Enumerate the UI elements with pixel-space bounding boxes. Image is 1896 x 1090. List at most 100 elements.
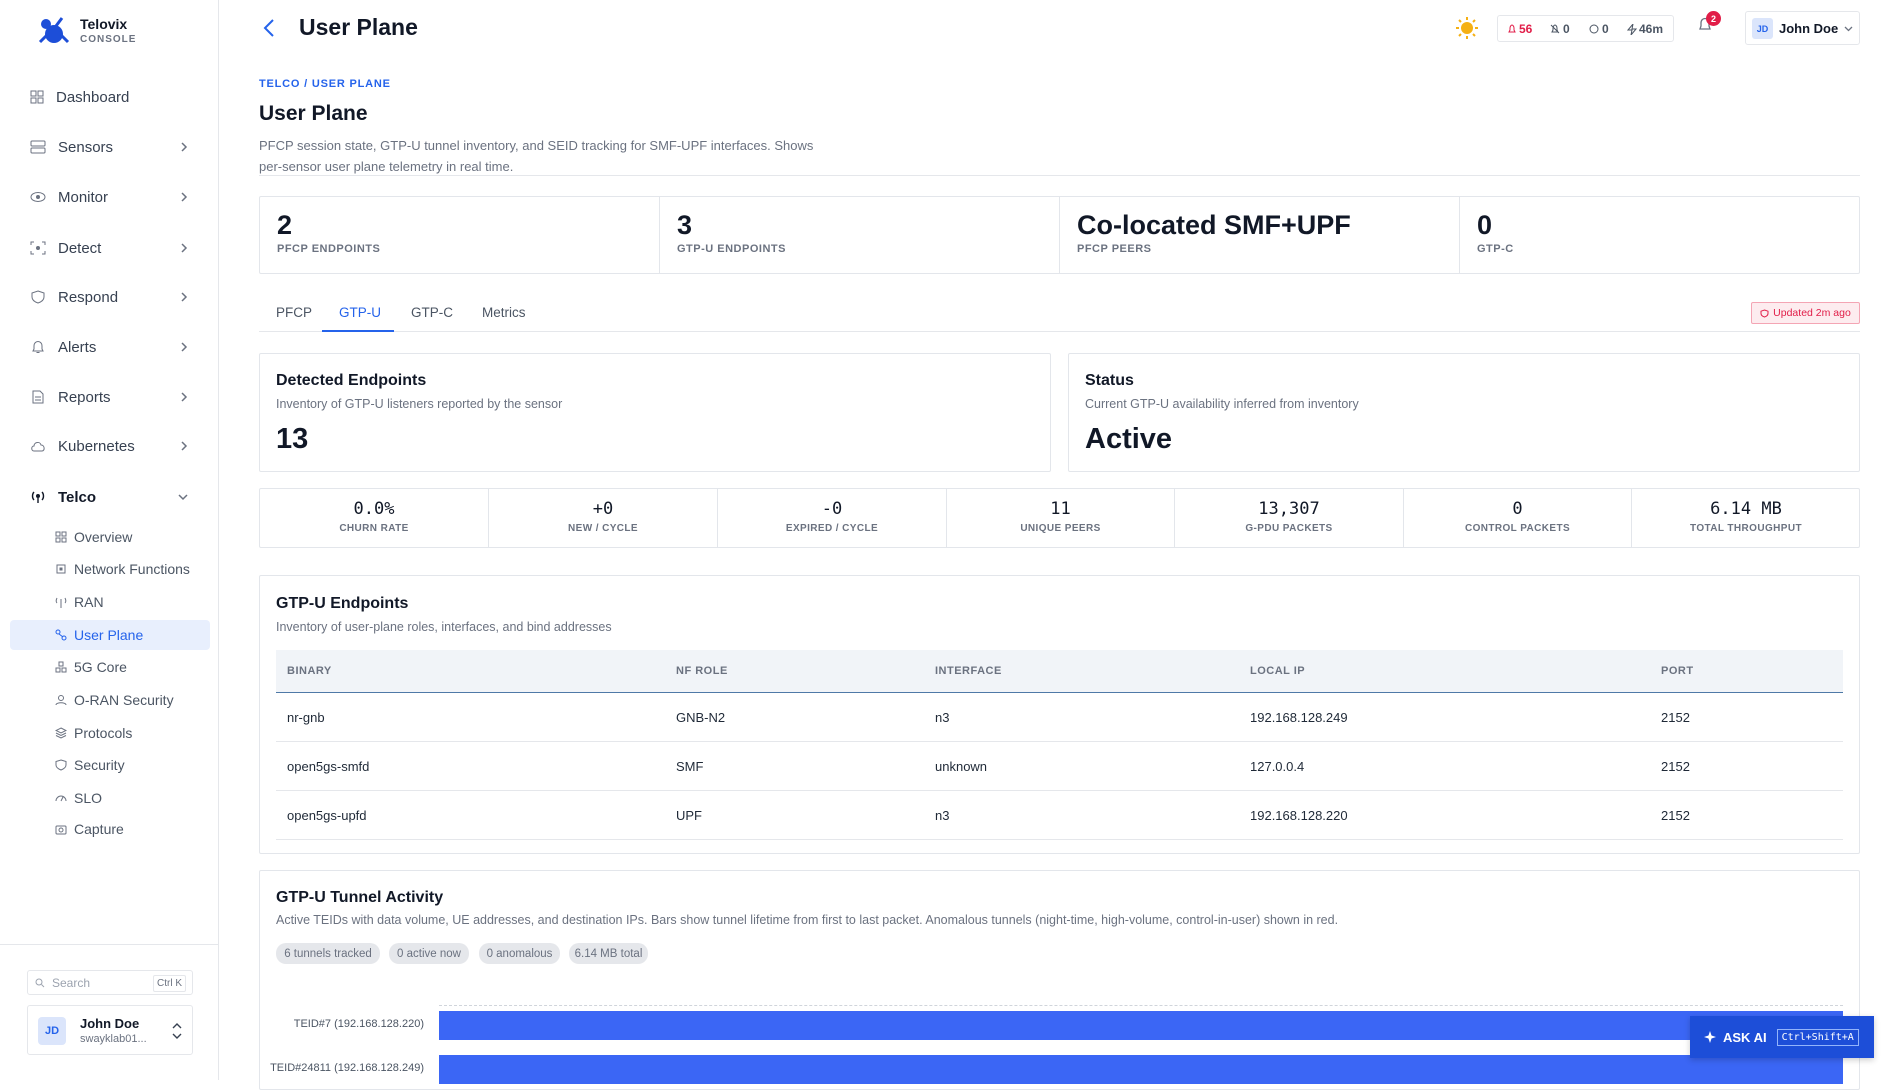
subnav-item[interactable]: Capture bbox=[10, 814, 210, 844]
icon bbox=[31, 442, 45, 452]
icon bbox=[1760, 308, 1769, 318]
metric-value: 0 bbox=[1512, 499, 1523, 519]
nav-item[interactable]: Kubernetes bbox=[30, 431, 200, 461]
nav-label: Telco bbox=[58, 488, 97, 506]
subnav-item[interactable]: Protocols bbox=[10, 718, 210, 748]
icon bbox=[55, 597, 67, 608]
search-icon bbox=[35, 978, 45, 988]
icon bbox=[55, 759, 67, 771]
ask-ai-shortcut: Ctrl+Shift+A bbox=[1776, 1028, 1859, 1046]
status-counters[interactable]: 56 0 0 46m bbox=[1497, 15, 1674, 42]
cell: n3 bbox=[935, 808, 950, 823]
search-placeholder: Search bbox=[52, 976, 91, 990]
metric-label: UNIQUE PEERS bbox=[1020, 523, 1101, 534]
icon bbox=[55, 727, 67, 739]
subnav-item[interactable]: Overview bbox=[10, 522, 210, 552]
metric-value: 11 bbox=[1050, 499, 1071, 519]
divider bbox=[259, 175, 1860, 176]
card: Status Current GTP-U availability inferr… bbox=[1068, 353, 1860, 472]
column-header: NF ROLE bbox=[676, 665, 728, 677]
icon bbox=[30, 192, 46, 202]
cell: 2152 bbox=[1661, 759, 1690, 774]
metric-label: G-PDU PACKETS bbox=[1245, 523, 1333, 534]
nav-label: Respond bbox=[58, 288, 119, 306]
counter: 0 bbox=[1602, 22, 1609, 36]
chip: 6.14 MB total bbox=[569, 943, 648, 964]
ask-ai-label: ASK AI bbox=[1723, 1029, 1767, 1045]
notification-badge: 2 bbox=[1706, 11, 1721, 26]
metric-value: 13,307 bbox=[1258, 499, 1320, 519]
stat: 0 GTP-C bbox=[1460, 197, 1860, 273]
search-box[interactable]: Search Ctrl K bbox=[27, 970, 193, 995]
user-menu[interactable]: JD John Doe bbox=[1745, 11, 1860, 45]
subnav-item[interactable]: O-RAN Security bbox=[10, 685, 210, 715]
nav-label: Sensors bbox=[58, 138, 114, 156]
ask-ai-button[interactable]: ASK AI Ctrl+Shift+A bbox=[1690, 1016, 1874, 1058]
bar-label: TEID#7 (192.168.128.220) bbox=[293, 1018, 424, 1030]
breadcrumb[interactable]: TELCO / USER PLANE bbox=[259, 78, 391, 90]
subnav-item[interactable]: SLO bbox=[10, 783, 210, 813]
subnav-item[interactable]: Network Functions bbox=[10, 554, 210, 584]
nav-item[interactable]: Monitor bbox=[30, 182, 200, 212]
cell: UPF bbox=[676, 808, 702, 823]
nav-item[interactable]: Telco bbox=[30, 482, 200, 512]
icon bbox=[55, 825, 67, 835]
chip: 0 anomalous bbox=[479, 943, 560, 964]
stat-label: PFCP PEERS bbox=[1077, 243, 1152, 255]
nav-item[interactable]: Respond bbox=[30, 282, 200, 312]
subnav-item[interactable]: Security bbox=[10, 750, 210, 780]
tab[interactable]: GTP-C bbox=[411, 305, 453, 320]
card-value: 13 bbox=[276, 423, 309, 455]
topbar-title: User Plane bbox=[299, 14, 418, 40]
stat: 3 GTP-U ENDPOINTS bbox=[660, 197, 1060, 273]
tab-rule bbox=[259, 331, 1860, 332]
user-card[interactable]: JD John Doe swayklab01... bbox=[27, 1005, 193, 1055]
chevron bbox=[181, 142, 188, 152]
metric: 11 UNIQUE PEERS bbox=[947, 489, 1175, 547]
icon bbox=[55, 629, 67, 641]
subnav-item-active[interactable]: User Plane bbox=[10, 620, 210, 650]
nav-item[interactable]: Dashboard bbox=[30, 82, 200, 112]
search-shortcut: Ctrl K bbox=[153, 975, 186, 992]
stat-value: 0 bbox=[1477, 210, 1493, 240]
nav-item[interactable]: Alerts bbox=[30, 332, 200, 362]
metric-value: 0.0% bbox=[353, 499, 395, 519]
subnav-label: User Plane bbox=[74, 627, 144, 643]
metric: 6.14 MB TOTAL THROUGHPUT bbox=[1632, 489, 1860, 547]
nav-item[interactable]: Sensors bbox=[30, 132, 200, 162]
icon bbox=[30, 241, 46, 255]
tab[interactable]: PFCP bbox=[276, 305, 313, 320]
user-name: John Doe bbox=[1779, 21, 1839, 36]
cell: open5gs-upfd bbox=[287, 808, 367, 823]
dropdown-icon bbox=[1844, 26, 1853, 32]
subnav-item[interactable]: RAN bbox=[10, 587, 210, 617]
nav-item[interactable]: Detect bbox=[30, 233, 200, 263]
cell: open5gs-smfd bbox=[287, 759, 370, 774]
card-subtitle: Inventory of GTP-U listeners reported by… bbox=[276, 397, 563, 411]
counter: 0 bbox=[1563, 22, 1570, 36]
tab[interactable]: Metrics bbox=[482, 305, 526, 320]
cell: 192.168.128.220 bbox=[1250, 808, 1348, 823]
back-button[interactable] bbox=[262, 18, 276, 38]
nav-label: Kubernetes bbox=[58, 437, 135, 455]
card-subtitle: Current GTP-U availability inferred from… bbox=[1085, 397, 1359, 411]
stat-label: GTP-U ENDPOINTS bbox=[677, 243, 786, 255]
subnav-label: RAN bbox=[74, 594, 104, 610]
nav-item[interactable]: Reports bbox=[30, 382, 200, 412]
cell: 127.0.0.4 bbox=[1250, 759, 1305, 774]
icon bbox=[30, 140, 46, 154]
cell: 192.168.128.249 bbox=[1250, 710, 1348, 725]
logo bbox=[38, 17, 70, 44]
stat-value: Co-located SMF+UPF bbox=[1077, 210, 1351, 240]
cell: unknown bbox=[935, 759, 988, 774]
tab-active[interactable]: GTP-U bbox=[339, 305, 381, 320]
card-title: GTP-U Tunnel Activity bbox=[276, 889, 444, 906]
icon bbox=[55, 661, 67, 673]
metric: +0 NEW / CYCLE bbox=[489, 489, 718, 547]
theme-toggle[interactable] bbox=[1455, 16, 1479, 40]
subnav-item[interactable]: 5G Core bbox=[10, 652, 210, 682]
stats-row: 2 PFCP ENDPOINTS 3 GTP-U ENDPOINTS Co-loca… bbox=[259, 196, 1860, 274]
cell: 2152 bbox=[1661, 710, 1690, 725]
brand-sub: CONSOLE bbox=[80, 34, 137, 45]
